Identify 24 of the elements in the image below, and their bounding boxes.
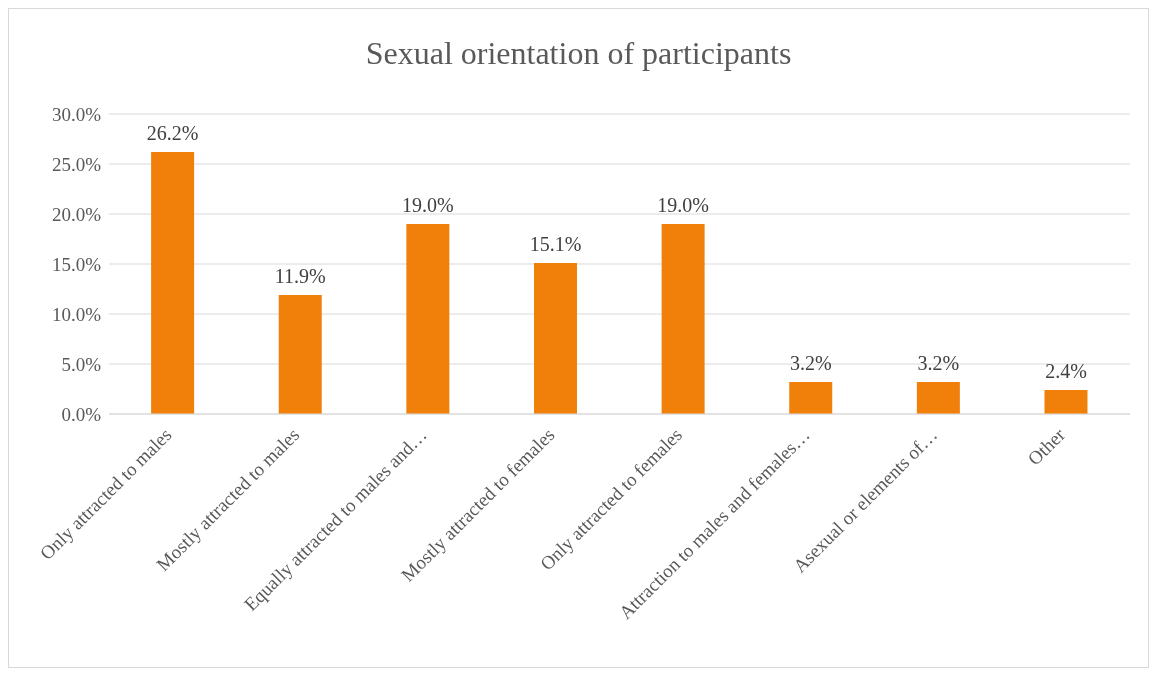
data-label: 26.2% [146, 122, 199, 144]
bar [789, 382, 833, 414]
y-tick-label: 10.0% [51, 303, 102, 325]
bar [406, 224, 450, 414]
data-label: 19.0% [657, 194, 709, 216]
bar [533, 263, 577, 414]
y-tick-label: 5.0% [61, 353, 102, 375]
y-tick-label: 20.0% [51, 203, 102, 225]
data-label: 19.0% [402, 194, 454, 216]
chart-title: Sexual orientation of participants [364, 33, 793, 73]
y-tick-label: 0.0% [61, 403, 102, 425]
bar [916, 382, 960, 414]
bar [661, 224, 705, 414]
data-label: 3.2% [917, 352, 960, 374]
y-tick-label: 25.0% [51, 153, 102, 175]
data-label: 11.9% [274, 265, 326, 287]
data-label: 3.2% [789, 352, 832, 374]
bar [278, 295, 322, 414]
y-tick-label: 15.0% [51, 253, 102, 275]
bar [151, 152, 195, 414]
y-tick-label: 30.0% [51, 103, 102, 125]
bar [1044, 390, 1088, 414]
data-label: 2.4% [1045, 360, 1087, 382]
data-label: 15.1% [529, 233, 582, 255]
